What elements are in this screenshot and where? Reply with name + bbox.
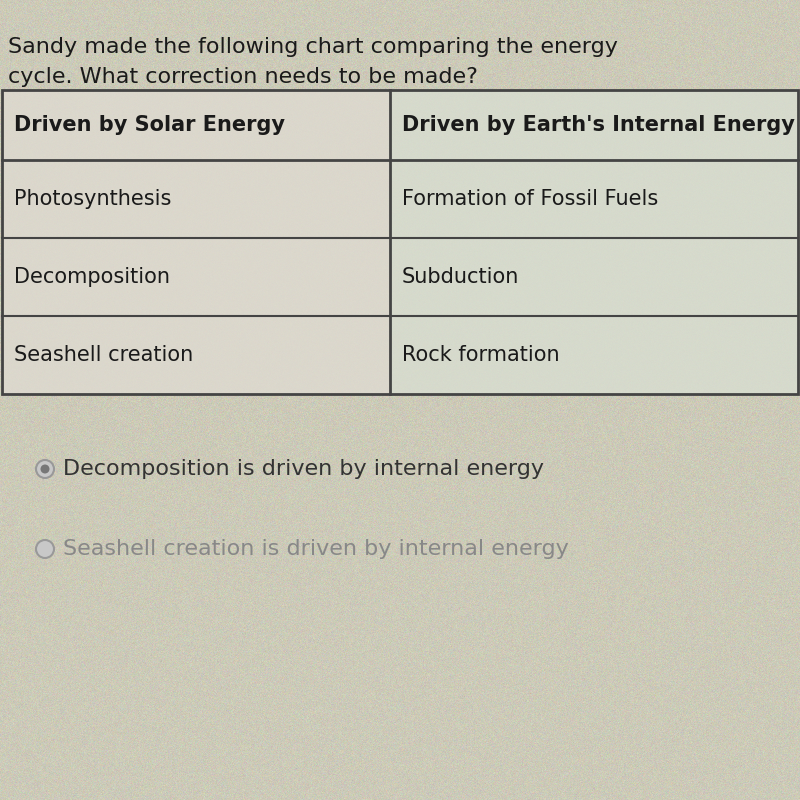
Bar bbox=[2, 90, 798, 394]
Circle shape bbox=[36, 460, 54, 478]
Text: Photosynthesis: Photosynthesis bbox=[14, 189, 171, 209]
Text: Seashell creation: Seashell creation bbox=[14, 345, 194, 365]
Bar bbox=[2, 90, 390, 394]
Text: Formation of Fossil Fuels: Formation of Fossil Fuels bbox=[402, 189, 658, 209]
Text: Seashell creation is driven by internal energy: Seashell creation is driven by internal … bbox=[63, 539, 569, 559]
Text: Driven by Earth's Internal Energy: Driven by Earth's Internal Energy bbox=[402, 115, 795, 135]
Text: Sandy made the following chart comparing the energy: Sandy made the following chart comparing… bbox=[8, 37, 618, 57]
Circle shape bbox=[41, 465, 50, 474]
Bar bbox=[390, 90, 798, 394]
Text: Decomposition is driven by internal energy: Decomposition is driven by internal ener… bbox=[63, 459, 544, 479]
Text: cycle. What correction needs to be made?: cycle. What correction needs to be made? bbox=[8, 67, 478, 87]
Text: Decomposition: Decomposition bbox=[14, 267, 170, 287]
Circle shape bbox=[36, 540, 54, 558]
Text: Driven by Solar Energy: Driven by Solar Energy bbox=[14, 115, 285, 135]
Text: Rock formation: Rock formation bbox=[402, 345, 560, 365]
Text: Subduction: Subduction bbox=[402, 267, 519, 287]
